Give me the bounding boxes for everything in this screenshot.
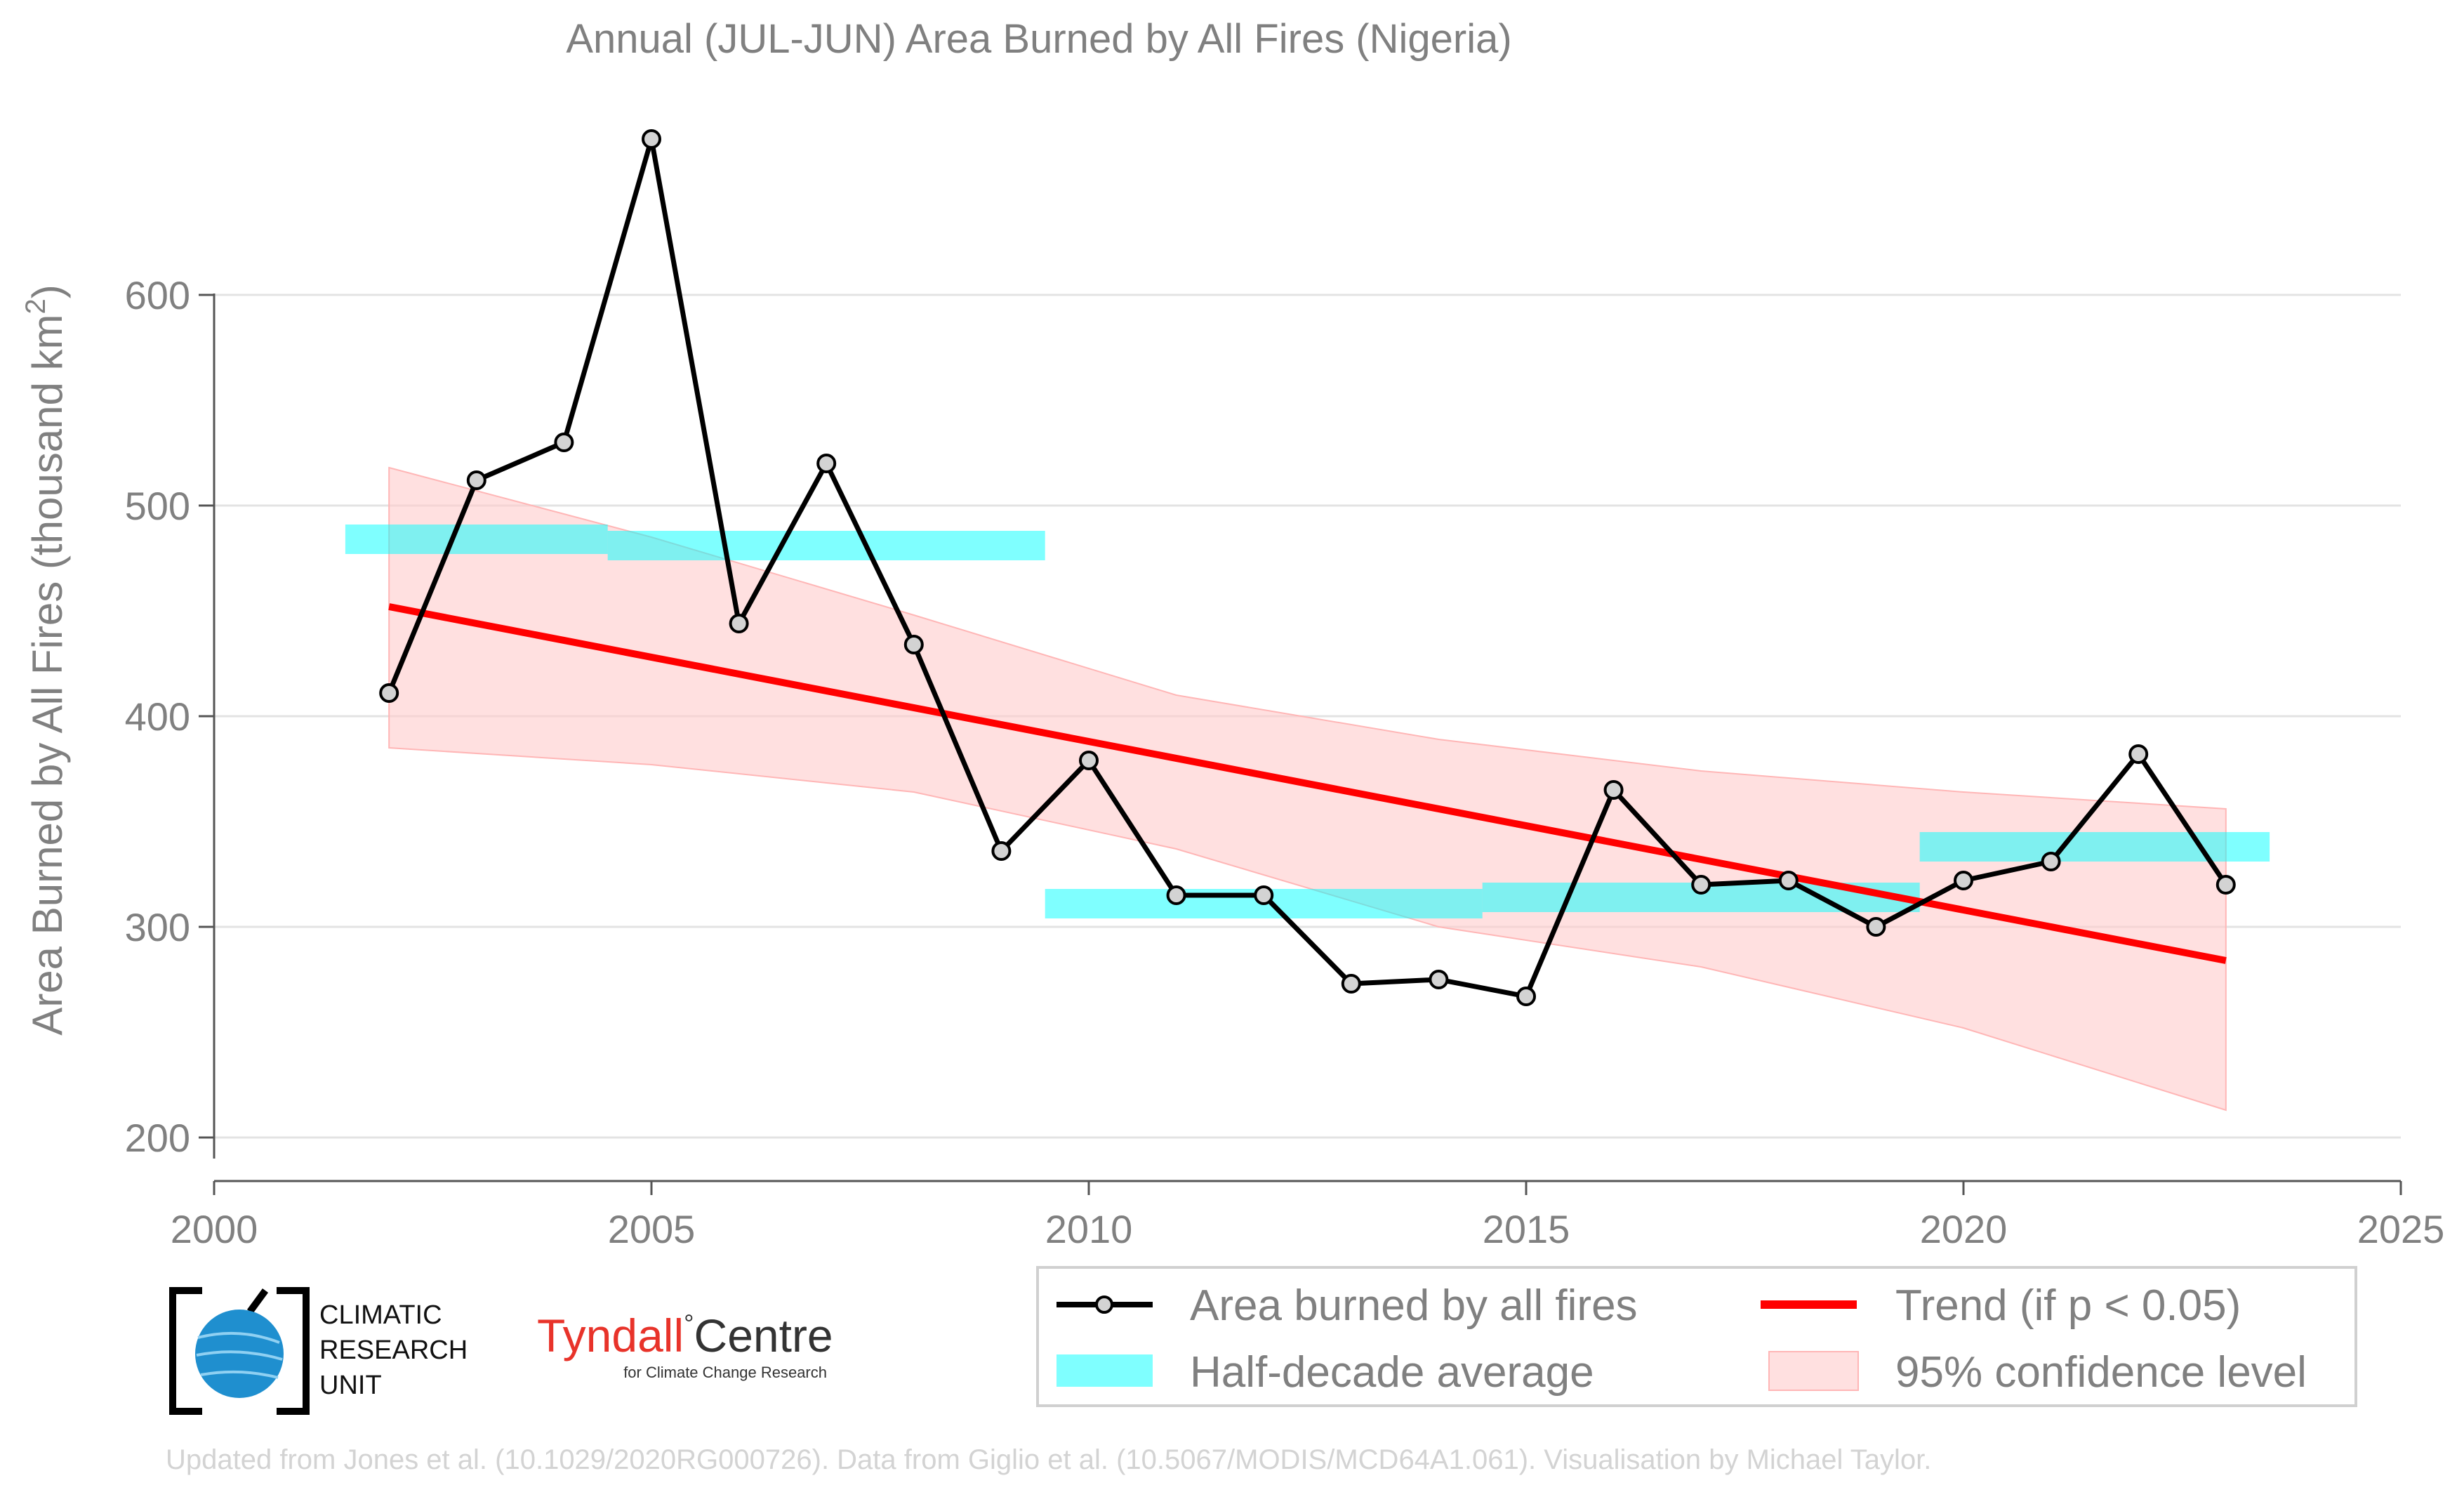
tyndall-logo-name: Tyndall: [537, 1310, 684, 1361]
legend-label-area-burned: Area burned by all fires: [1190, 1281, 1638, 1330]
legend: Area burned by all fires Trend (if p < 0…: [1036, 1266, 2357, 1407]
legend-label-half-decade: Half-decade average: [1190, 1348, 1594, 1397]
area-burned-point: [991, 841, 1012, 861]
y-tick-label: 300: [125, 905, 190, 949]
tyndall-logo-title: Tyndall°Centre: [537, 1309, 833, 1361]
cru-logo-line1: CLIMATIC: [319, 1300, 442, 1330]
area-burned-point: [1079, 751, 1099, 770]
x-tick-label: 2015: [1483, 1207, 1570, 1251]
legend-swatch-half-decade: [1057, 1354, 1153, 1387]
cru-logo-line3: UNIT: [319, 1371, 382, 1400]
area-burned-point: [1516, 987, 1536, 1006]
y-axis-label-close: ): [24, 284, 71, 298]
confidence-band-area: [388, 466, 2227, 1112]
area-burned-point: [1778, 871, 1799, 890]
cru-logo: CLIMATIC RESEARCH UNIT: [169, 1287, 468, 1415]
x-tick-label: 2005: [608, 1207, 696, 1251]
axes: 200 300 400 500 600 2000 2005 2010 2015 2020 2025: [125, 273, 2445, 1251]
cru-logo-bracket-left: [169, 1287, 202, 1415]
area-burned-point: [1254, 885, 1274, 905]
area-burned-point: [1866, 917, 1886, 937]
area-burned-point: [466, 470, 486, 490]
globe-icon-lines: [196, 1331, 283, 1379]
area-burned-point: [816, 454, 837, 473]
area-burned-point: [554, 433, 574, 452]
legend-label-confidence: 95% confidence level: [1895, 1348, 2307, 1397]
area-burned-point: [379, 683, 399, 703]
globe-icon: [195, 1310, 284, 1398]
area-burned-point: [2215, 875, 2236, 895]
y-tick-label: 600: [125, 273, 190, 317]
legend-label-trend: Trend (if p < 0.05): [1895, 1281, 2241, 1330]
cru-logo-slash: [246, 1288, 269, 1314]
y-axis-label-main: Area Burned by All Fires (thousand km: [24, 315, 71, 1036]
area-burned-line: [386, 136, 2228, 999]
area-burned-point: [1691, 875, 1711, 895]
cru-logo-line2: RESEARCH: [319, 1336, 468, 1365]
x-tick-label: 2010: [1045, 1207, 1133, 1251]
x-tick-label: 2020: [1920, 1207, 2008, 1251]
confidence-band: [388, 466, 2227, 1112]
area-burned-point: [1341, 974, 1361, 994]
x-tick-label: 2000: [171, 1207, 258, 1251]
area-burned-point: [1429, 970, 1449, 989]
legend-swatch-area-burned-marker: [1095, 1295, 1113, 1314]
area-burned-point: [642, 129, 661, 149]
y-axis-label: Area Burned by All Fires (thousand km2): [20, 284, 71, 1035]
x-tick-label: 2025: [2357, 1207, 2445, 1251]
area-burned-point: [1954, 871, 1973, 890]
y-axis-label-sup: 2: [20, 298, 51, 314]
chart-title: Annual (JUL-JUN) Area Burned by All Fire…: [566, 16, 1511, 62]
tyndall-logo-degree: °: [684, 1309, 694, 1338]
half-decade-average-bar: [1919, 832, 2270, 862]
y-tick-label: 500: [125, 484, 190, 528]
area-burned-point: [1603, 780, 1624, 800]
half-decade-average-bar: [345, 525, 608, 554]
tyndall-logo: Tyndall°Centre for Climate Change Resear…: [537, 1309, 833, 1381]
area-burned-point: [2041, 852, 2061, 871]
y-tick-label: 400: [125, 694, 190, 739]
tyndall-logo-centre: Centre: [694, 1310, 833, 1361]
footer-credit: Updated from Jones et al. (10.1029/2020R…: [166, 1444, 1931, 1475]
area-burned-point: [729, 614, 749, 633]
tyndall-logo-subtitle: for Climate Change Research: [623, 1364, 827, 1381]
area-burned-point: [903, 635, 924, 654]
y-tick-label: 200: [125, 1116, 190, 1160]
area-burned-point: [1166, 885, 1186, 905]
half-decade-average-bar: [607, 531, 1045, 560]
series: [379, 129, 2236, 1006]
cru-logo-bracket-right: [277, 1287, 310, 1415]
legend-swatch-confidence: [1768, 1351, 1859, 1391]
area-burned-point: [2128, 744, 2149, 764]
legend-frame: [1036, 1266, 2357, 1407]
